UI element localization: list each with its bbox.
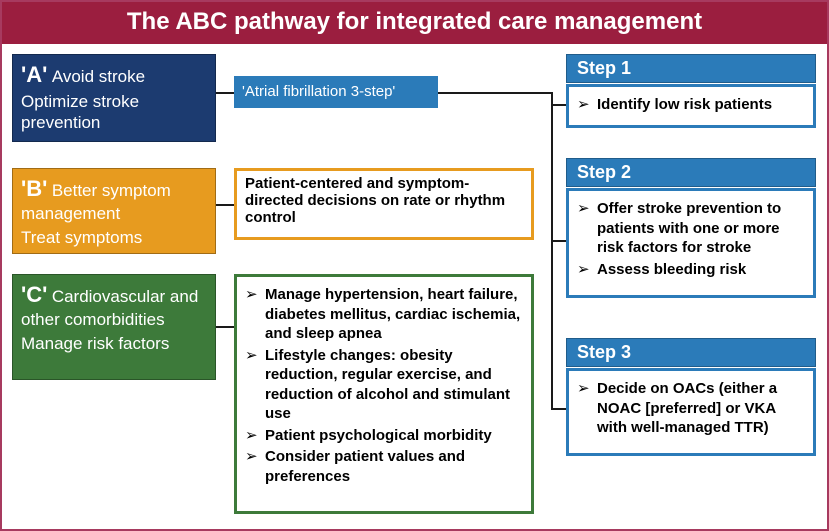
conn-steps-vert: [551, 92, 553, 410]
conn-b-mid: [216, 204, 234, 206]
step3-body: Decide on OACs (either a NOAC [preferred…: [566, 368, 816, 456]
diagram-frame: The ABC pathway for integrated care mana…: [0, 0, 829, 531]
box-b: 'B' Better symptom management Treat symp…: [12, 168, 216, 254]
box-c-sub: Manage risk factors: [21, 333, 207, 354]
box-a: 'A' Avoid stroke Optimize stroke prevent…: [12, 54, 216, 142]
mid-c-item: Patient psychological morbidity: [265, 426, 523, 446]
conn-step1-h: [551, 104, 566, 106]
step2-item: Offer stroke prevention to patients with…: [597, 199, 805, 258]
mid-c-box: Manage hypertension, heart failure, diab…: [234, 274, 534, 514]
mid-c-item: Consider patient values and preferences: [265, 447, 523, 486]
step2-header: Step 2: [566, 158, 816, 187]
mid-c-item: Manage hypertension, heart failure, diab…: [265, 285, 523, 344]
conn-c-mid: [216, 326, 234, 328]
step3-header: Step 3: [566, 338, 816, 367]
af3-box: 'Atrial fibrillation 3-step': [234, 76, 438, 108]
mid-c-item: Lifestyle changes: obesity reduction, re…: [265, 346, 523, 424]
step1-body: Identify low risk patients: [566, 84, 816, 128]
box-b-sub: Treat symptoms: [21, 227, 207, 248]
step3-item: Decide on OACs (either a NOAC [preferred…: [597, 379, 805, 438]
title-bar: The ABC pathway for integrated care mana…: [2, 2, 827, 44]
step1-header: Step 1: [566, 54, 816, 83]
mid-b-text: Patient-centered and symptom-directed de…: [245, 175, 505, 226]
box-a-sub: Optimize stroke prevention: [21, 91, 207, 134]
mid-c-list: Manage hypertension, heart failure, diab…: [243, 285, 523, 486]
step3-list: Decide on OACs (either a NOAC [preferred…: [575, 379, 805, 438]
step1-list: Identify low risk patients: [575, 95, 805, 115]
box-a-headline: Avoid stroke: [52, 67, 145, 86]
step1-item: Identify low risk patients: [597, 95, 805, 115]
step2-body: Offer stroke prevention to patients with…: [566, 188, 816, 298]
step2-item: Assess bleeding risk: [597, 260, 805, 280]
af3-text: 'Atrial fibrillation 3-step': [242, 83, 395, 100]
box-b-letter: 'B': [21, 176, 47, 201]
box-a-letter: 'A': [21, 62, 47, 87]
conn-step3-h: [551, 408, 566, 410]
conn-mid-steps-h: [438, 92, 553, 94]
step2-list: Offer stroke prevention to patients with…: [575, 199, 805, 279]
mid-b-box: Patient-centered and symptom-directed de…: [234, 168, 534, 240]
diagram-body: 'A' Avoid stroke Optimize stroke prevent…: [8, 50, 821, 521]
conn-a-mid: [216, 92, 234, 94]
box-c-headline: Cardiovascular and other comorbidities: [21, 287, 198, 329]
box-c-letter: 'C': [21, 282, 47, 307]
box-c: 'C' Cardiovascular and other comorbiditi…: [12, 274, 216, 380]
conn-step2-h: [551, 240, 566, 242]
